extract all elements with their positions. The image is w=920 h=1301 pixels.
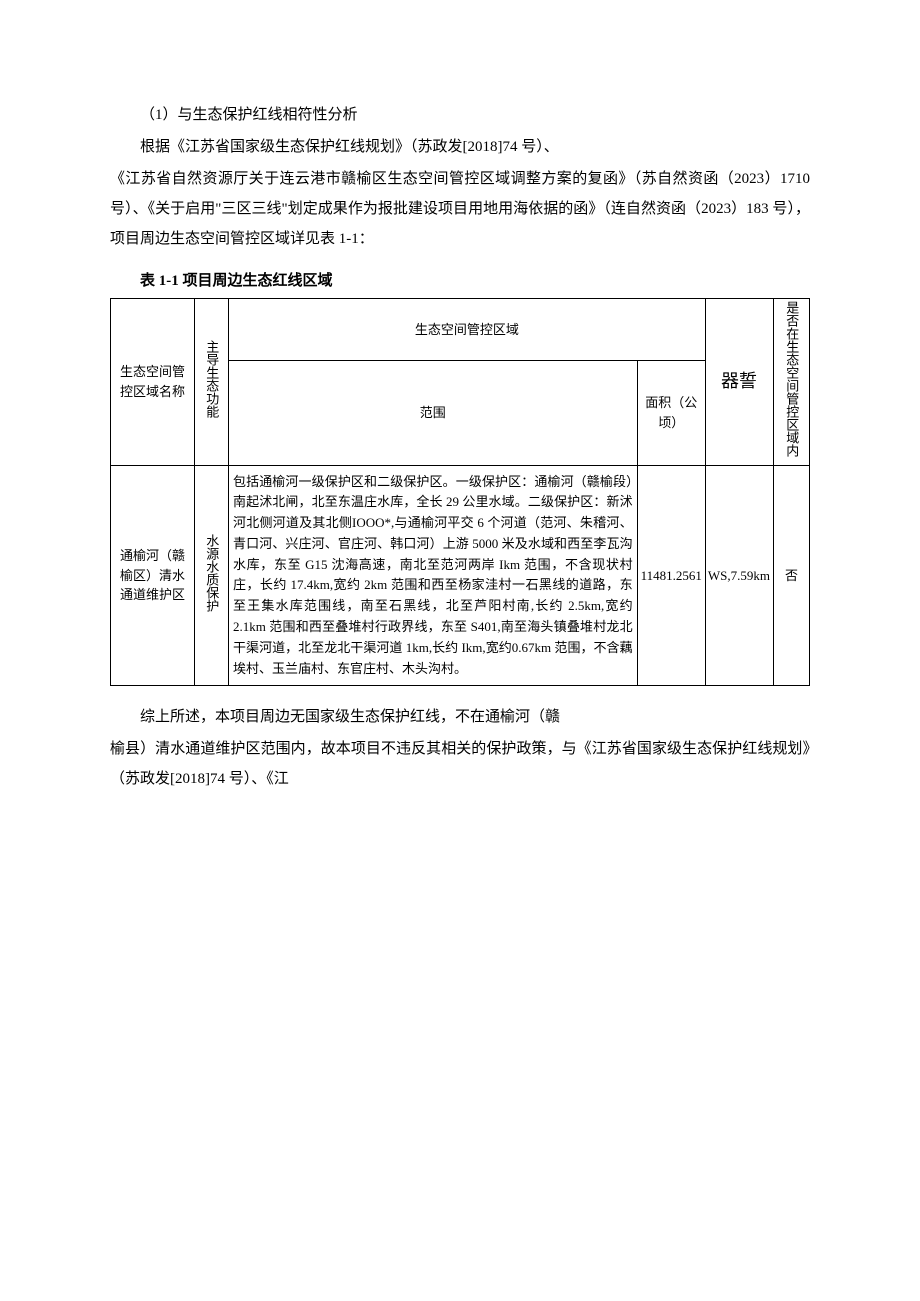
paragraph-conclusion-1: 综上所述，本项目周边无国家级生态保护红线，不在通榆河（赣: [110, 702, 810, 732]
col-control-area: 生态空间管控区域: [229, 299, 706, 361]
col-area: 面积（公顷）: [637, 361, 705, 465]
paragraph-intro: 根据《江苏省国家级生态保护红线规划》（苏政发[2018]74 号）、: [110, 132, 810, 162]
table-header-row: 生态空间管控区域名称 主导生态功能 生态空间管控区域 器誓 是否在生态空间管控区…: [111, 299, 810, 361]
paragraph-body: 《江苏省自然资源厅关于连云港市赣榆区生态空间管控区域调整方案的复函》（苏自然资函…: [110, 164, 810, 254]
table-caption: 表 1-1 项目周边生态红线区域: [110, 266, 810, 296]
col-scope: 范围: [229, 361, 638, 465]
cell-distance: WS,7.59km: [705, 465, 773, 686]
paragraph-heading: （1）与生态保护红线相符性分析: [110, 100, 810, 130]
cell-inside: 否: [774, 465, 810, 686]
cell-area: 11481.2561: [637, 465, 705, 686]
table-data-row: 通榆河（赣榆区）清水通道维护区 水源水质保护 包括通榆河一级保护区和二级保护区。…: [111, 465, 810, 686]
col-eco-func: 主导生态功能: [195, 299, 229, 466]
col-inside: 是否在生态空间管控区域内: [774, 299, 810, 466]
paragraph-conclusion-2: 榆县）清水通道维护区范围内，故本项目不违反其相关的保护政策，与《江苏省国家级生态…: [110, 734, 810, 794]
ecological-redline-table: 生态空间管控区域名称 主导生态功能 生态空间管控区域 器誓 是否在生态空间管控区…: [110, 298, 810, 686]
col-zone-name: 生态空间管控区域名称: [111, 299, 195, 466]
cell-eco-func: 水源水质保护: [195, 465, 229, 686]
col-distance: 器誓: [705, 299, 773, 466]
cell-scope: 包括通榆河一级保护区和二级保护区。一级保护区：通榆河（赣榆段）南起沭北闸，北至东…: [229, 465, 638, 686]
cell-zone-name: 通榆河（赣榆区）清水通道维护区: [111, 465, 195, 686]
